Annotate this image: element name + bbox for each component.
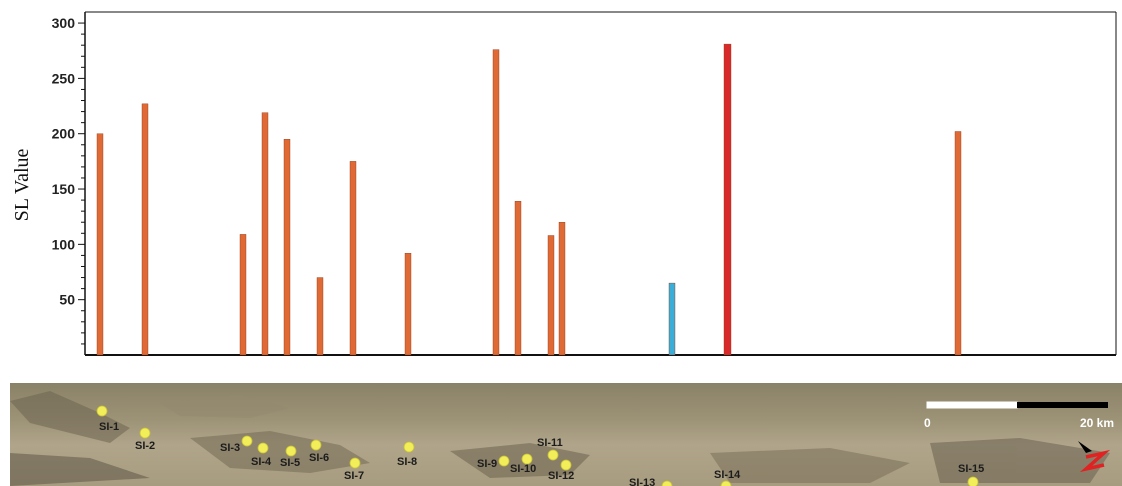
- site-dot: [560, 459, 572, 471]
- bar-10: [514, 201, 522, 356]
- site-marker-4: SI-4: [251, 442, 272, 468]
- north-arrow-icon: [1078, 441, 1111, 473]
- site-marker-6: SI-6: [309, 439, 329, 464]
- site-label: SI-7: [344, 470, 364, 482]
- site-label: SI-10: [510, 463, 536, 475]
- bar-8: [404, 253, 412, 356]
- site-dot: [257, 442, 269, 454]
- site-dot: [349, 457, 361, 469]
- site-marker-13: SI-13: [629, 477, 673, 486]
- site-dot: [403, 441, 415, 453]
- bar-11: [547, 235, 555, 356]
- site-marker-5: SI-5: [280, 445, 300, 469]
- site-marker-7: SI-7: [344, 457, 364, 482]
- map-overlay: SI-1 SI-2 SI-3 SI-4 SI-5 SI-6 SI-7 SI-8 SI-9 SI-1…: [10, 391, 1114, 486]
- bar-7: [349, 161, 357, 356]
- bar-9: [492, 49, 500, 356]
- site-label: SI-12: [548, 470, 574, 482]
- site-marker-12: SI-12: [548, 459, 574, 482]
- site-dot: [285, 445, 297, 457]
- site-label: SI-2: [135, 440, 155, 452]
- bar-1: [96, 133, 104, 356]
- site-label: SI-13: [629, 477, 655, 486]
- site-dot: [547, 449, 559, 461]
- site-dot: [661, 480, 673, 486]
- scale-bar: 0 20 km: [924, 401, 1114, 430]
- satellite-map: SI-1 SI-2 SI-3 SI-4 SI-5 SI-6 SI-7 SI-8 SI-9 SI-1…: [10, 383, 1122, 486]
- site-label: SI-5: [280, 457, 300, 469]
- site-marker-15: SI-15: [958, 463, 984, 486]
- site-label: SI-11: [537, 437, 563, 449]
- site-dot: [498, 455, 510, 467]
- bar-3: [239, 234, 247, 356]
- site-label: SI-1: [99, 421, 119, 433]
- chart-axes: 50 100 150 200 250 300: [52, 11, 1117, 356]
- site-markers: SI-1 SI-2 SI-3 SI-4 SI-5 SI-6 SI-7 SI-8 SI-9 SI-1…: [96, 405, 984, 486]
- site-marker-1: SI-1: [96, 405, 119, 433]
- y-tick-label: 300: [52, 15, 76, 31]
- site-marker-14: SI-14: [714, 469, 741, 486]
- site-dot: [96, 405, 108, 417]
- site-dot: [139, 427, 151, 439]
- site-marker-8: SI-8: [397, 441, 417, 468]
- site-marker-2: SI-2: [135, 427, 155, 452]
- site-marker-11: SI-11: [537, 437, 563, 461]
- bar-12: [558, 222, 566, 356]
- site-label: SI-15: [958, 463, 984, 475]
- bar-4: [261, 112, 269, 356]
- chart-bars: [96, 43, 962, 356]
- bar-chart: 50 100 150 200 250 300 SL Value: [11, 11, 1117, 356]
- y-tick-label: 200: [52, 126, 76, 142]
- y-axis-label: SL Value: [11, 148, 33, 221]
- bar-2: [141, 103, 149, 356]
- site-dot: [720, 480, 732, 486]
- site-dot: [241, 435, 253, 447]
- scale-end-label: 20 km: [1080, 416, 1114, 430]
- bar-14: [723, 43, 732, 356]
- y-tick-label: 50: [59, 292, 75, 308]
- y-tick-label: 150: [52, 181, 76, 197]
- site-dot: [521, 453, 533, 465]
- terrain-texture: [10, 391, 1110, 486]
- bar-15: [954, 131, 962, 356]
- site-label: SI-8: [397, 456, 417, 468]
- site-label: SI-6: [309, 452, 329, 464]
- scale-start-label: 0: [924, 416, 931, 430]
- site-label: SI-14: [714, 469, 741, 481]
- site-dot: [310, 439, 322, 451]
- site-label: SI-9: [477, 458, 497, 470]
- site-dot: [967, 476, 979, 486]
- bar-6: [316, 277, 324, 356]
- site-label: SI-4: [251, 456, 272, 468]
- site-marker-9: SI-9: [477, 455, 510, 470]
- site-marker-10: SI-10: [510, 453, 536, 475]
- site-label: SI-3: [220, 442, 240, 454]
- bar-13: [668, 282, 676, 356]
- y-tick-label: 100: [52, 236, 76, 252]
- bar-5: [283, 139, 291, 356]
- y-tick-label: 250: [52, 70, 76, 86]
- site-marker-3: SI-3: [220, 435, 253, 454]
